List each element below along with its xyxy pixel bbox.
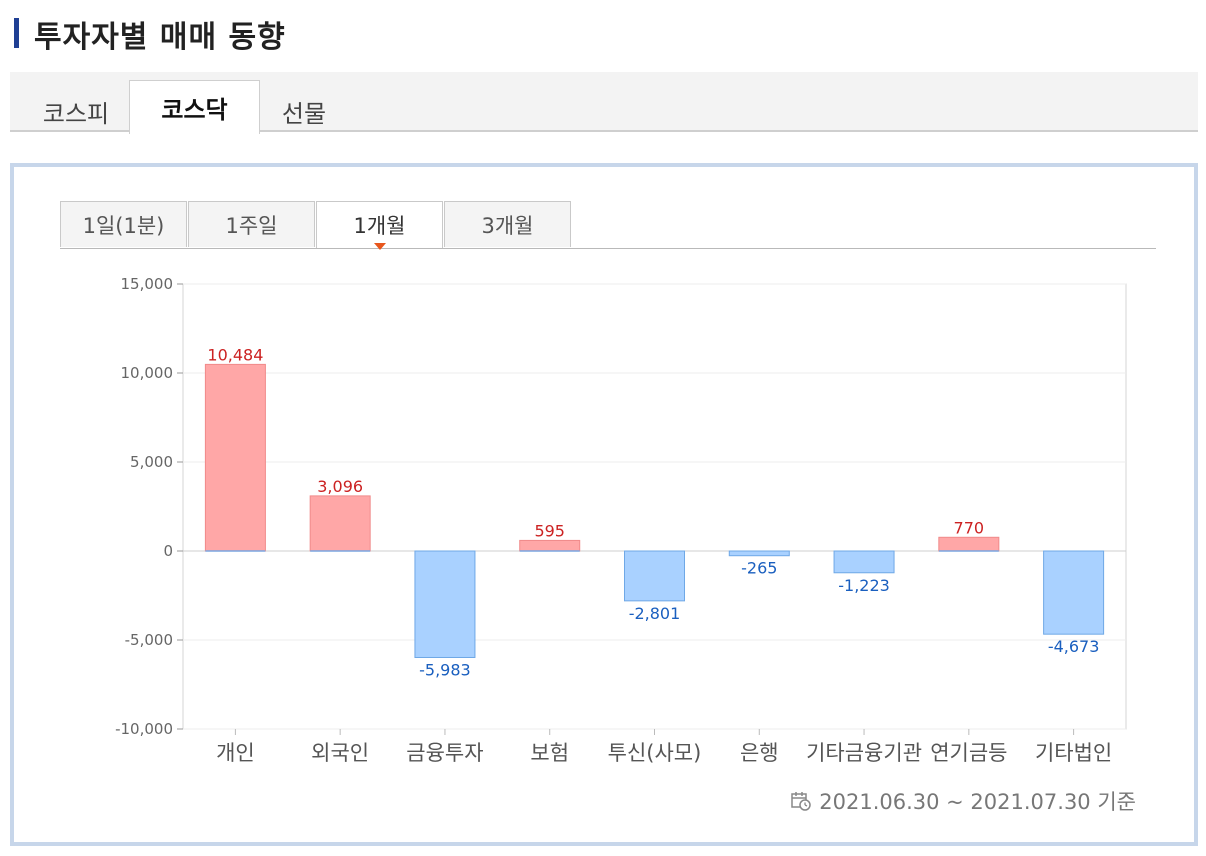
data-label: 595 [534,521,565,540]
page-title: 투자자별 매매 동향 [34,20,286,55]
bar [938,536,1000,552]
market-tabs: 코스피 코스닥 선물 [10,72,1198,134]
tab-1week[interactable]: 1주일 [188,201,315,247]
investor-bar-chart: 15,000 10,000 5,000 0 -5,000 -10,000 10,484 개인 3… [115,275,1127,765]
date-range-text: 2021.06.30 ~ 2021.07.30 기준 [819,790,1136,814]
x-tick-label: 금융투자 [406,741,483,765]
x-tick-label: 기타금융기관 [806,741,922,765]
tab-kospi[interactable]: 코스피 [42,99,110,128]
data-label: -2,801 [629,604,681,623]
x-tick-label: 은행 [740,741,779,765]
x-tick-label: 개인 [216,741,255,765]
date-range-note: 2021.06.30 ~ 2021.07.30 기준 [791,786,1136,816]
bar [728,550,790,557]
period-tabs: 1일(1분) 1주일 1개월 3개월 [60,201,1156,250]
bar [624,550,685,602]
y-tick-label: 15,000 [121,275,174,293]
y-tick-label: 10,000 [121,364,174,382]
data-label: 10,484 [207,345,263,364]
x-tick-label: 투신(사모) [608,741,702,765]
data-label: -265 [741,559,777,578]
bar [519,539,581,552]
title-accent-bar [14,18,19,48]
tab-kosdaq[interactable]: 코스닥 [129,80,260,134]
data-label: 770 [954,518,985,537]
bar [1043,550,1105,635]
y-tick-label: 0 [163,542,173,560]
data-label: 3,096 [317,477,363,496]
y-tick-label: -10,000 [115,720,173,738]
y-tick-label: -5,000 [125,631,173,649]
calendar-icon [791,791,811,811]
tab-futures[interactable]: 선물 [281,99,327,128]
bar [833,550,895,574]
data-label: -4,673 [1048,637,1100,656]
x-tick-label: 보험 [530,741,569,765]
tab-1day[interactable]: 1일(1분) [60,201,187,247]
caret-down-icon [374,243,386,250]
x-tick-label: 외국인 [311,741,369,765]
tab-1month[interactable]: 1개월 [316,201,443,250]
data-label: -1,223 [838,576,890,595]
tab-1month-label: 1개월 [353,214,406,238]
y-tick-label: 5,000 [130,453,173,471]
bar [204,363,266,552]
data-label: -5,983 [419,660,471,679]
tab-3month[interactable]: 3개월 [444,201,571,247]
x-tick-label: 연기금등 [930,741,1007,765]
bar [309,495,371,552]
x-tick-label: 기타법인 [1035,741,1112,765]
bar [414,550,476,658]
